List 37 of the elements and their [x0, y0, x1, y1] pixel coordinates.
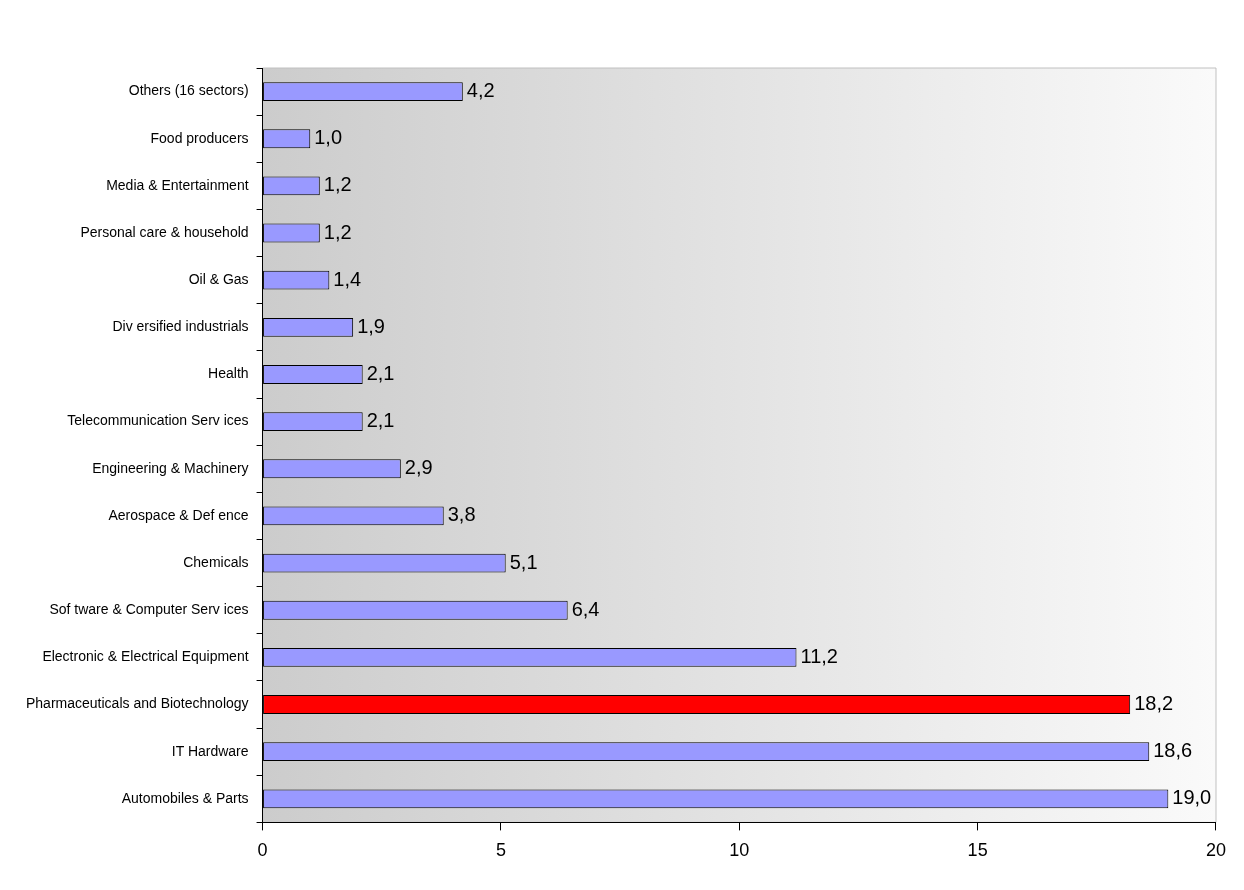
y-tick-label: Pharmaceuticals and Biotechnology [26, 695, 249, 712]
data-label: 18,6 [1153, 739, 1193, 762]
y-tick-label: Chemicals [183, 553, 249, 570]
y-tick-label: IT Hardware [171, 742, 249, 759]
data-label: 1,2 [323, 220, 352, 243]
data-label: 6,4 [571, 597, 600, 620]
y-tick-label: Media & Entertainment [106, 176, 249, 193]
y-tick-label: Food producers [150, 129, 249, 146]
data-label: 2,1 [366, 409, 395, 432]
y-tick-label: Engineering & Machinery [92, 459, 249, 476]
y-tick-label: Sof tware & Computer Serv ices [49, 601, 249, 618]
y-tick-label: Personal care & household [80, 223, 249, 240]
y-tick-label: Telecommunication Serv ices [67, 412, 249, 429]
data-label: 3,8 [447, 503, 476, 526]
y-tick-label: Aerospace & Def ence [108, 506, 249, 523]
data-label: 1,4 [333, 267, 362, 290]
data-label: 1,0 [314, 126, 343, 149]
x-tick-label: 15 [967, 840, 988, 861]
y-tick-label: Div ersified industrials [112, 318, 249, 335]
y-tick-label: Automobiles & Parts [121, 789, 249, 806]
x-tick-label: 5 [495, 840, 506, 861]
y-tick-label: Oil & Gas [188, 271, 249, 288]
x-tick-label: 0 [257, 840, 268, 861]
data-label: 11,2 [800, 644, 838, 667]
data-label: 5,1 [509, 550, 538, 573]
data-label: 18,2 [1134, 692, 1174, 715]
data-label: 4,2 [466, 79, 495, 102]
x-tick-label: 20 [1205, 840, 1226, 861]
data-label: 19,0 [1172, 786, 1212, 809]
y-tick-label: Electronic & Electrical Equipment [42, 648, 249, 665]
y-tick-label: Others (16 sectors) [128, 82, 249, 99]
data-label: 1,9 [357, 314, 385, 337]
x-tick-label: 10 [729, 840, 750, 861]
data-label: 2,9 [404, 456, 433, 479]
y-tick-label: Health [208, 365, 249, 382]
data-label: 2,1 [366, 361, 395, 384]
data-label: 1,2 [323, 173, 352, 196]
